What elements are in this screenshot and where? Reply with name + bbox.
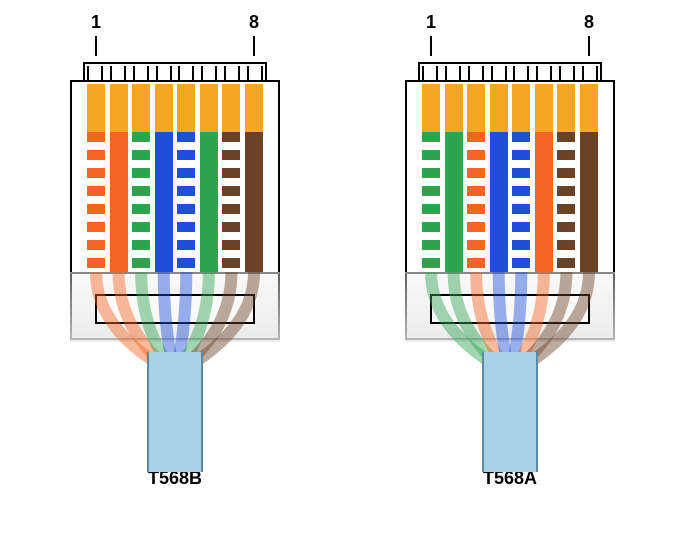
rj45-connector <box>65 62 285 462</box>
wire-2 <box>110 132 128 272</box>
gold-contact <box>490 84 508 132</box>
gold-contacts <box>422 84 598 132</box>
contact-slot <box>536 66 552 80</box>
pin-label-8: 8 <box>584 12 594 33</box>
wire-2 <box>445 132 463 272</box>
cable-jacket <box>482 352 538 472</box>
wire-8 <box>580 132 598 272</box>
gold-contact <box>445 84 463 132</box>
wire-6 <box>200 132 218 272</box>
wire-1 <box>422 132 440 272</box>
wire-5 <box>512 132 530 272</box>
gold-contact <box>110 84 128 132</box>
contact-slot <box>468 66 484 80</box>
gold-contact <box>580 84 598 132</box>
gold-contact <box>512 84 530 132</box>
connector-diagram-t568b: 18T568B <box>65 12 285 489</box>
gold-contact <box>200 84 218 132</box>
gold-contact <box>222 84 240 132</box>
contact-slot <box>247 66 263 80</box>
wire-6 <box>535 132 553 272</box>
gold-contact <box>535 84 553 132</box>
gold-contact <box>245 84 263 132</box>
contact-slot <box>559 66 575 80</box>
gold-contact <box>155 84 173 132</box>
wire-3 <box>467 132 485 272</box>
contact-slot <box>156 66 172 80</box>
wire-7 <box>222 132 240 272</box>
contact-slots <box>422 66 598 80</box>
wire-4 <box>490 132 508 272</box>
pin-tick <box>253 36 255 56</box>
contact-slot <box>445 66 461 80</box>
contact-slot <box>178 66 194 80</box>
contact-slot <box>133 66 149 80</box>
gold-contact <box>177 84 195 132</box>
pin-labels: 18 <box>65 12 285 62</box>
wires-row <box>87 132 263 272</box>
gold-contact <box>422 84 440 132</box>
clip-window <box>95 294 255 324</box>
wire-1 <box>87 132 105 272</box>
contact-slot <box>201 66 217 80</box>
gold-contacts <box>87 84 263 132</box>
wire-8 <box>245 132 263 272</box>
contact-slots <box>87 66 263 80</box>
contact-slot <box>110 66 126 80</box>
pin-labels: 18 <box>400 12 620 62</box>
pin-tick <box>430 36 432 56</box>
contact-slot <box>582 66 598 80</box>
rj45-connector <box>400 62 620 462</box>
pin-label-1: 1 <box>91 12 101 33</box>
contact-slot <box>513 66 529 80</box>
pin-tick <box>588 36 590 56</box>
contact-slot <box>491 66 507 80</box>
contact-slot <box>224 66 240 80</box>
gold-contact <box>132 84 150 132</box>
wire-5 <box>177 132 195 272</box>
wire-7 <box>557 132 575 272</box>
wires-row <box>422 132 598 272</box>
clip-window <box>430 294 590 324</box>
pin-label-8: 8 <box>249 12 259 33</box>
contact-slot <box>87 66 103 80</box>
pin-tick <box>95 36 97 56</box>
gold-contact <box>467 84 485 132</box>
pin-label-1: 1 <box>426 12 436 33</box>
contact-slot <box>422 66 438 80</box>
wire-3 <box>132 132 150 272</box>
gold-contact <box>557 84 575 132</box>
gold-contact <box>87 84 105 132</box>
wire-4 <box>155 132 173 272</box>
cable-jacket <box>147 352 203 472</box>
connector-diagram-t568a: 18T568A <box>400 12 620 489</box>
